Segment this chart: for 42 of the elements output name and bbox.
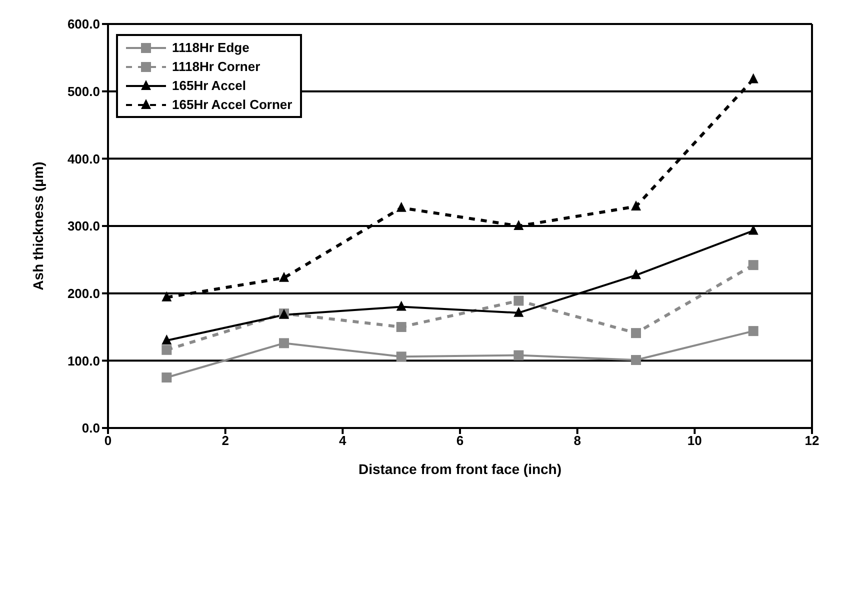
point — [162, 344, 172, 355]
point — [162, 291, 172, 302]
point — [396, 300, 406, 311]
x-tick-label: 6 — [456, 433, 464, 448]
x-axis-title: Distance from front face (inch) — [358, 461, 562, 477]
y-tick-label: 300.0 — [67, 218, 100, 234]
legend-label: 165Hr Accel Corner — [172, 97, 292, 112]
x-tick-label: 4 — [339, 433, 348, 448]
point — [279, 272, 289, 282]
legend-label: 165Hr Accel — [172, 78, 246, 93]
point — [631, 269, 641, 280]
point — [631, 200, 641, 210]
point — [514, 220, 524, 230]
x-tick-label: 2 — [222, 433, 229, 448]
y-tick-label: 0.0 — [82, 420, 100, 436]
point — [748, 326, 758, 336]
point — [748, 73, 758, 84]
point — [162, 372, 172, 382]
y-tick-label: 400.0 — [67, 151, 100, 166]
y-tick-label: 200.0 — [67, 286, 100, 301]
x-tick-label: 12 — [804, 433, 820, 448]
x-tick-label: 0 — [104, 433, 112, 448]
point — [748, 260, 758, 270]
y-tick-label: 500.0 — [67, 84, 100, 99]
point — [514, 306, 524, 317]
point — [631, 354, 641, 365]
y-axis-title: Ash thickness (µm) — [30, 162, 46, 290]
x-tick-label: 8 — [574, 433, 581, 448]
legend-label: 1118Hr Edge — [172, 40, 250, 55]
point — [514, 350, 524, 360]
x-tick-label: 10 — [687, 433, 702, 448]
legend-label: 1118Hr Corner — [172, 59, 260, 74]
point — [396, 202, 406, 212]
point — [396, 352, 406, 362]
point — [631, 328, 641, 338]
point — [279, 338, 289, 348]
point — [162, 334, 172, 344]
y-tick-label: 600.0 — [67, 16, 100, 32]
y-tick-label: 100.0 — [67, 353, 100, 368]
point — [748, 224, 758, 235]
point — [514, 296, 524, 306]
point — [396, 322, 406, 332]
